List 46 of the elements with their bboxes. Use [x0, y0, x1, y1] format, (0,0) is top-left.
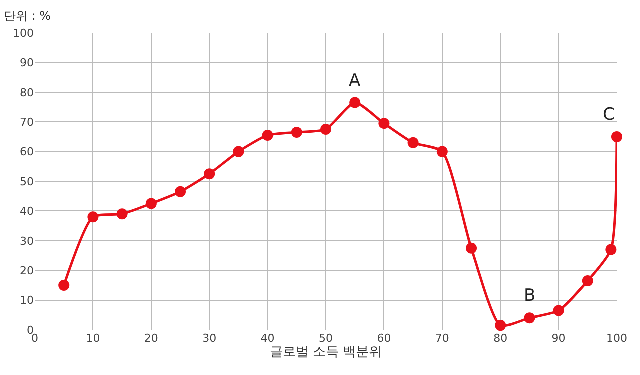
x-tick-label: 10: [86, 332, 100, 345]
point: [146, 198, 157, 210]
point: [606, 244, 617, 256]
point: [582, 276, 594, 286]
point: [291, 126, 302, 138]
x-tick-label: 90: [552, 332, 566, 345]
point: [436, 146, 448, 158]
annotation: A: [349, 71, 361, 91]
y-tick-label: 20: [20, 264, 34, 278]
y-tick-label: 30: [20, 234, 34, 248]
point: [408, 137, 419, 148]
point: [466, 242, 477, 254]
y-tick-label: 70: [20, 116, 34, 129]
y-tick-label: 80: [20, 86, 34, 100]
annotation: C: [603, 105, 615, 125]
y-tick-label: 100: [13, 26, 34, 40]
y-tick-label: 50: [20, 175, 34, 188]
y-tick-label: 10: [20, 294, 34, 308]
y-tick-label: 40: [20, 205, 34, 218]
point: [116, 208, 128, 220]
x-tick-label: 80: [494, 332, 508, 345]
x-tick-label: 70: [435, 332, 450, 345]
point: [175, 186, 186, 198]
point: [350, 97, 361, 108]
point: [553, 305, 564, 316]
y-tick-label: 90: [20, 56, 34, 70]
x-tick-label: 100: [606, 332, 628, 345]
x-tick-label: 40: [260, 332, 275, 345]
point: [320, 124, 332, 136]
annotation: B: [524, 286, 536, 306]
x-tick-label: 50: [319, 332, 333, 345]
x-axis-title: 글로벌 소득 백분위: [270, 345, 382, 360]
point: [262, 130, 274, 141]
x-tick-label: 60: [377, 332, 392, 345]
x-tick-label: 20: [144, 332, 158, 345]
point: [495, 320, 506, 332]
text: 단위 : %: [4, 9, 52, 23]
point: [88, 212, 99, 223]
point: [524, 312, 536, 324]
point: [378, 118, 390, 130]
point: [204, 168, 216, 180]
y-tick-label: 60: [20, 146, 34, 159]
point: [233, 146, 244, 158]
x-tick-label: 30: [202, 332, 217, 345]
point: [58, 280, 70, 291]
point: [612, 131, 622, 142]
